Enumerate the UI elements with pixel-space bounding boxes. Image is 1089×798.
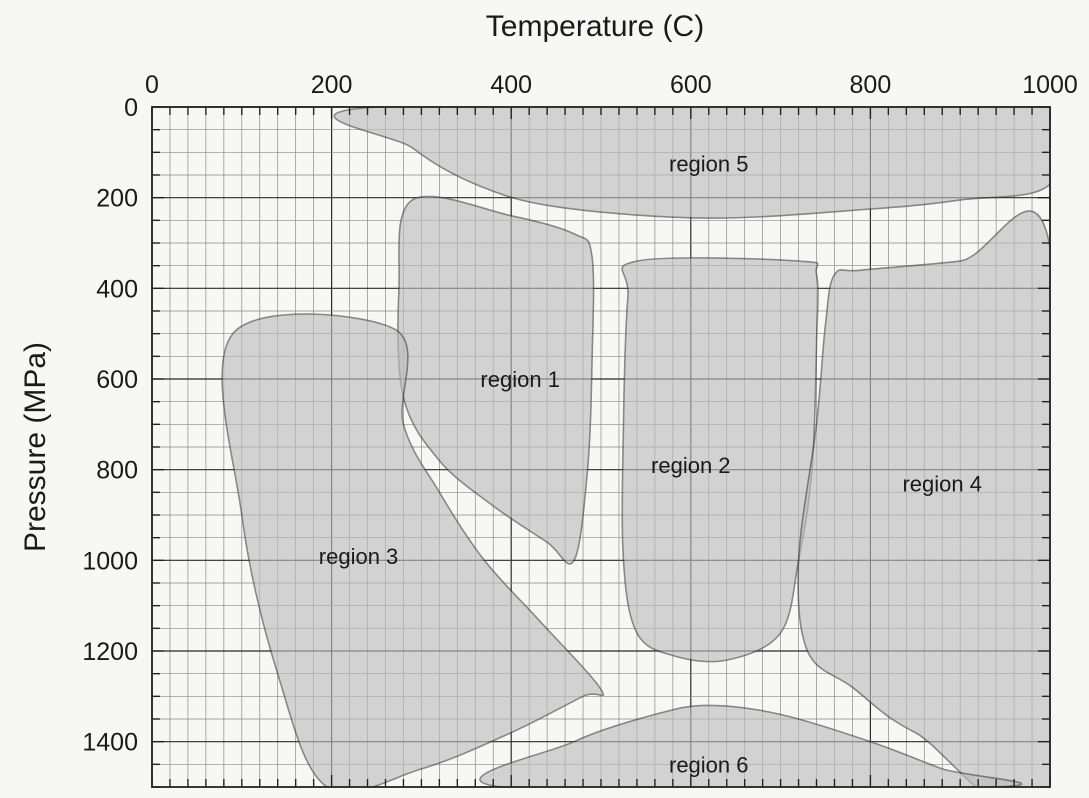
y-tick-label: 1200	[82, 638, 138, 666]
region-5-label: region 5	[669, 152, 749, 177]
x-tick-label: 200	[311, 71, 353, 99]
x-tick-label: 800	[850, 71, 892, 99]
x-tick-labels: 0 200 400 600 800 1000	[145, 71, 1078, 99]
x-tick-label: 1000	[1022, 71, 1078, 99]
x-tick-label: 0	[145, 71, 159, 99]
y-tick-labels: 0 200 400 600 800 1000 1200 1400	[82, 94, 138, 757]
region-labels: region 1 region 2 region 3 region 4 region 5…	[319, 152, 982, 778]
y-tick-label: 800	[96, 457, 138, 485]
region-4-area	[797, 210, 1050, 787]
y-tick-label: 1400	[82, 729, 138, 757]
region-6-area	[479, 704, 1023, 787]
region-3-area	[221, 313, 605, 787]
region-5-area	[333, 107, 1050, 219]
x-axis-title: Temperature (C)	[486, 10, 704, 43]
region-3-label: region 3	[319, 544, 399, 569]
y-tick-label: 0	[124, 94, 138, 122]
y-tick-label: 200	[96, 185, 138, 213]
x-tick-label: 600	[670, 71, 712, 99]
y-axis-title: Pressure (MPa)	[19, 342, 52, 552]
region-4-label: region 4	[902, 471, 982, 496]
region-2-label: region 2	[651, 453, 731, 478]
x-tick-label: 400	[490, 71, 532, 99]
y-tick-label: 400	[96, 275, 138, 303]
region-6-label: region 6	[669, 752, 749, 777]
plot-frame	[151, 106, 1051, 788]
region-1-label: region 1	[480, 367, 560, 392]
y-tick-label: 1000	[82, 547, 138, 575]
regions	[221, 107, 1050, 787]
ticks	[151, 106, 1051, 788]
region-2-area	[621, 257, 819, 663]
y-tick-label: 600	[96, 366, 138, 394]
